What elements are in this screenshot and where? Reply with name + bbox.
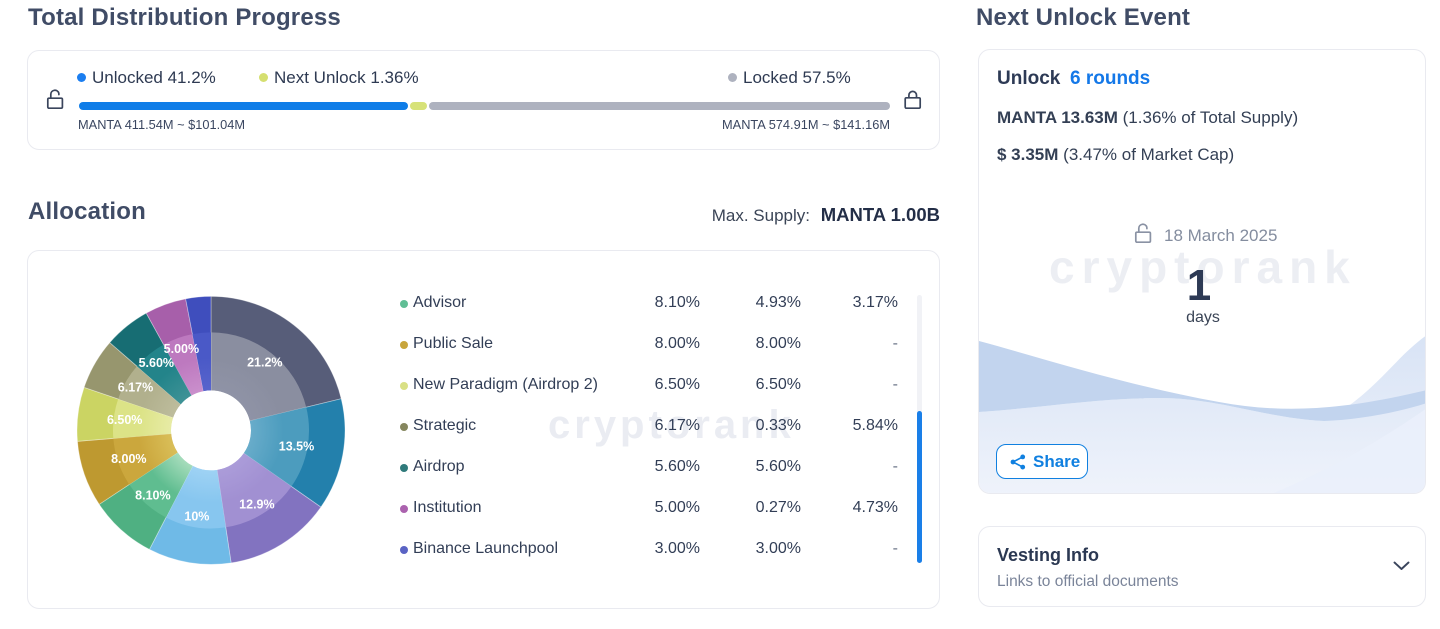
svg-text:12.9%: 12.9% (239, 498, 274, 512)
svg-text:8.00%: 8.00% (111, 452, 146, 466)
svg-text:21.2%: 21.2% (247, 355, 282, 369)
svg-text:6.50%: 6.50% (107, 413, 142, 427)
svg-text:10%: 10% (184, 510, 209, 524)
svg-text:5.60%: 5.60% (139, 356, 174, 370)
svg-text:13.5%: 13.5% (279, 440, 314, 454)
svg-text:6.17%: 6.17% (118, 380, 153, 394)
svg-text:8.10%: 8.10% (135, 488, 170, 502)
svg-text:5.00%: 5.00% (164, 342, 199, 356)
